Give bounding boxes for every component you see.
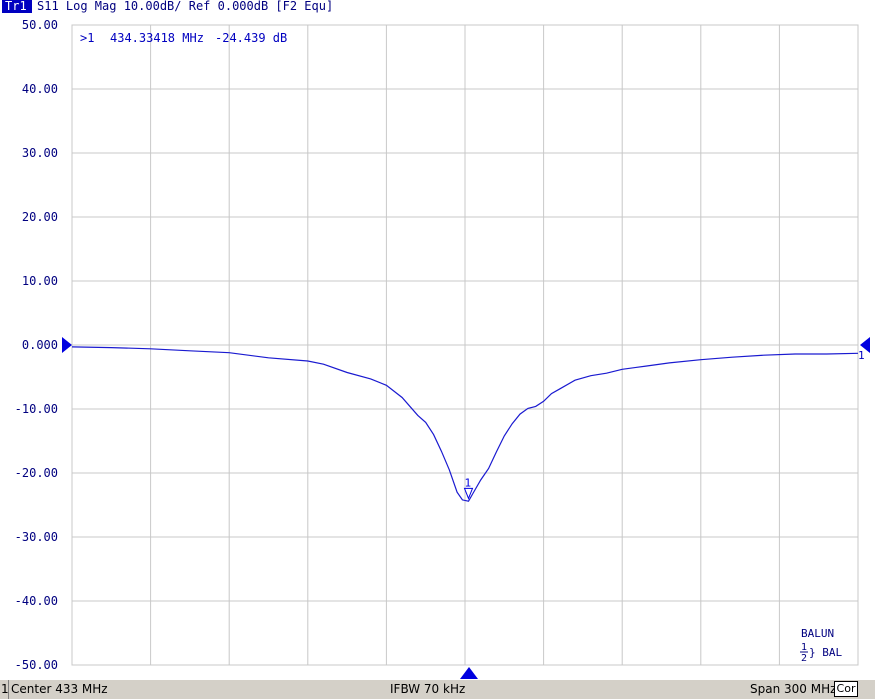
s11-trace [71, 346, 859, 502]
trace-id-badge[interactable] [2, 0, 32, 13]
y-tick-label: 10.00 [22, 274, 58, 288]
y-tick-label: -30.00 [15, 530, 58, 544]
status-channel-tag[interactable]: 1 [1, 682, 9, 696]
right-ref-number: 1 [858, 349, 865, 362]
marker-1[interactable]: 1 [463, 476, 474, 500]
y-tick-label: -40.00 [15, 594, 58, 608]
y-tick-labels: 50.00 40.00 30.00 20.00 10.00 0.000 -10.00 -20.… [15, 18, 58, 672]
balun-label: BALUN [801, 627, 834, 640]
status-bar: 1 Center 433 MHz IFBW 70 kHz Span 300 MH… [0, 680, 875, 699]
trace-header-text: S11 Log Mag 10.00dB/ Ref 0.000dB [F2 Equ… [37, 0, 333, 13]
y-tick-label: 0.000 [22, 338, 58, 352]
y-tick-label: 20.00 [22, 210, 58, 224]
status-span[interactable]: Span 300 MHz [750, 682, 837, 696]
trace-id-label: Tr1 [5, 0, 27, 13]
marker-1-number: 1 [464, 476, 471, 489]
y-tick-label: 50.00 [22, 18, 58, 32]
marker-readout-label: >1 [80, 31, 94, 45]
correction-indicator[interactable]: Cor [834, 681, 858, 697]
balun-num-bottom: 2 [801, 653, 807, 664]
stimulus-arrow-icon[interactable] [460, 667, 478, 679]
marker-1-icon [463, 487, 474, 500]
balun-bal-text: } BAL [809, 646, 842, 659]
y-tick-label: 30.00 [22, 146, 58, 160]
trace-chart: Tr1 S11 Log Mag 10.00dB/ Ref 0.000dB [F2… [2, 0, 870, 679]
y-tick-label: -20.00 [15, 466, 58, 480]
y-tick-label: 40.00 [22, 82, 58, 96]
balun-num-top: 1 [801, 642, 807, 653]
status-center-frequency[interactable]: Center 433 MHz [11, 682, 108, 696]
y-tick-label: -50.00 [15, 658, 58, 672]
marker-readout-value: -24.439 dB [215, 31, 287, 45]
ref-level-left-arrow-icon[interactable] [62, 337, 72, 353]
marker-readout-frequency: 434.33418 MHz [110, 31, 204, 45]
y-tick-label: -10.00 [15, 402, 58, 416]
grid [71, 24, 859, 666]
status-ifbw[interactable]: IFBW 70 kHz [390, 682, 466, 696]
ref-level-right-arrow-icon[interactable] [860, 337, 870, 353]
status-separator [8, 680, 9, 699]
